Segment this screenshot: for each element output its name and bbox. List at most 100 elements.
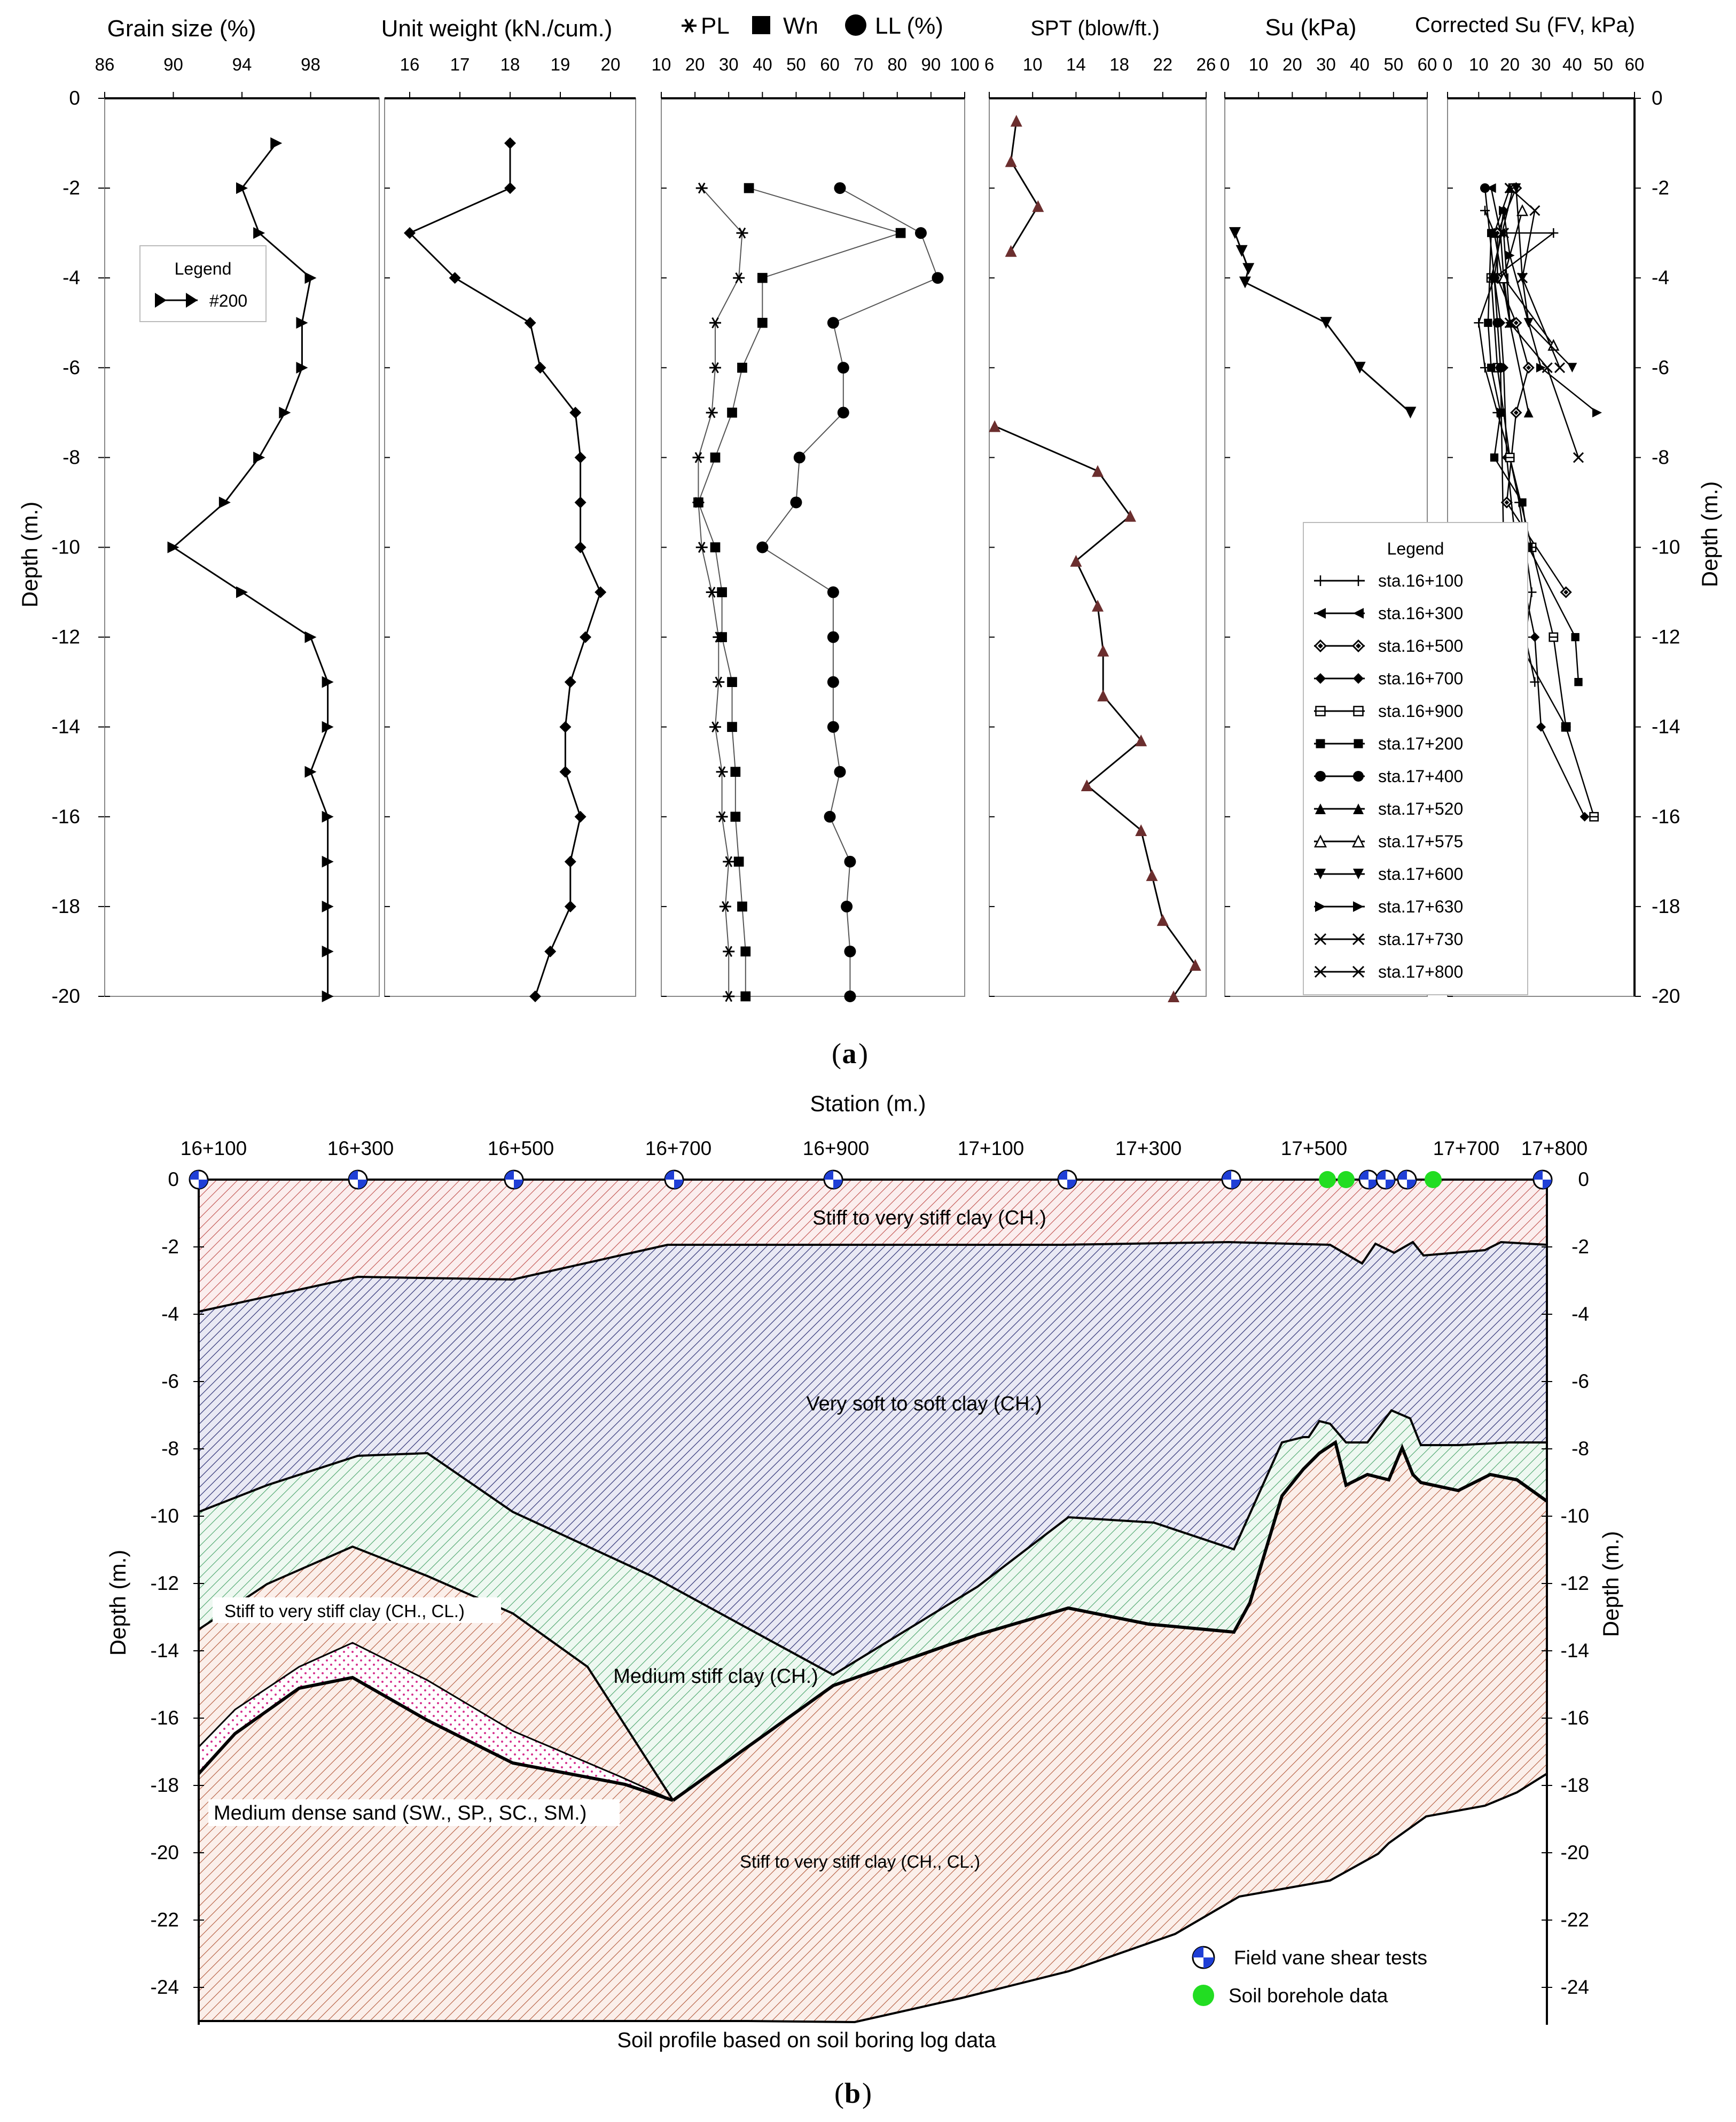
- vane-shear-marker-fill: [1369, 1180, 1378, 1189]
- spt-tick-label: 18: [1109, 54, 1129, 74]
- profile-tick-label: 0: [168, 1168, 179, 1190]
- corrected-su-point: [1530, 632, 1540, 642]
- depth-tick-label: -6: [1652, 356, 1669, 378]
- grain-size-point: [322, 721, 334, 733]
- spt-tick-label: 6: [984, 54, 994, 74]
- atterberg-point: [827, 586, 839, 598]
- layer-label-sand: Medium dense sand (SW., SP., SC., SM.): [214, 1802, 587, 1824]
- grain-size-point: [322, 810, 334, 823]
- spt-tick-label: 22: [1153, 54, 1172, 74]
- spt-series-line: [994, 425, 1197, 997]
- corrected-su-point-shape: [1536, 363, 1546, 373]
- atterberg-point: [733, 272, 745, 284]
- atterberg-point: [737, 901, 747, 912]
- boundary-line: [198, 1642, 674, 1801]
- layer-boundaries: [197, 1241, 1548, 2024]
- corrected-su-point-inner: [1513, 320, 1519, 325]
- atterberg-point-shape: [837, 407, 849, 419]
- corrected-su-point-shape: [1496, 363, 1506, 373]
- profile-tick-label: -2: [1571, 1236, 1589, 1258]
- atterberg-point: [710, 542, 721, 552]
- atterberg-tick-label: 60: [820, 54, 840, 74]
- legend-marker: [1316, 739, 1325, 748]
- station-label: 17+500: [1281, 1137, 1348, 1159]
- vane-shear-marker: [1358, 1169, 1379, 1190]
- su-tick-label: 20: [1283, 54, 1302, 74]
- legend-label: sta.17+400: [1378, 767, 1463, 786]
- su-tick-label: 50: [1383, 54, 1403, 74]
- atterberg-point-shape: [837, 362, 849, 374]
- boundary-line: [672, 1440, 1548, 1802]
- vane-shear-marker-fill: [1067, 1180, 1076, 1189]
- grain-size-point: [253, 451, 265, 464]
- unit-weight-tick-label: 20: [601, 54, 621, 74]
- corrected-su-point-shape: [1489, 273, 1499, 283]
- atterberg-point: [709, 362, 721, 373]
- corrected-su-point-shape: [1490, 453, 1499, 462]
- profile-tick-label: -22: [1561, 1909, 1589, 1931]
- unit-weight-tick-label: 18: [501, 54, 520, 74]
- depth-tick-label: -2: [1652, 177, 1669, 199]
- depth-tick-label: -18: [52, 895, 80, 917]
- profile-caption: Soil profile based on soil boring log da…: [617, 2029, 996, 2052]
- su-point: [1242, 263, 1255, 275]
- corrected-su-point-shape: [1484, 318, 1492, 327]
- legend-marker-shape: [1315, 608, 1326, 619]
- layer-label-bg: [213, 1597, 501, 1623]
- atterberg-title: PL Wn LL (%): [682, 13, 943, 39]
- corrected-su-point: [1504, 317, 1515, 329]
- figure-a: Depth (m.) Depth (m.) 0 -2 -4 -6 -8 -10 -12 -14…: [17, 13, 1722, 1070]
- station-label: 17+100: [958, 1137, 1025, 1159]
- atterberg-tick-label: 20: [685, 54, 705, 74]
- su-tick-label: 10: [1249, 54, 1269, 74]
- spt-title: SPT (blow/ft.): [1030, 17, 1160, 40]
- unit-weight-point: [564, 676, 576, 688]
- atterberg-point: [730, 767, 741, 777]
- legend-marker: [1354, 739, 1363, 748]
- atterberg-point-shape: [733, 856, 744, 867]
- grain-size-legend-marker: [155, 293, 167, 308]
- spt-point-shape: [1124, 510, 1136, 522]
- depth-tick-label: -12: [52, 626, 80, 648]
- spt-point: [1146, 869, 1158, 881]
- atterberg-point-shape: [692, 452, 705, 463]
- boundary-line: [198, 1241, 1547, 1313]
- corrected-su-point: [1496, 363, 1506, 373]
- su-tick-label: 30: [1316, 54, 1336, 74]
- legend-marker: [1352, 965, 1365, 978]
- vane-shear-marker-fill: [1386, 1180, 1395, 1189]
- figure-b-label-open: (: [834, 2077, 844, 2109]
- grain-size-point-shape: [296, 362, 308, 374]
- unit-weight-point-shape: [544, 945, 557, 957]
- legend-marker-shape: [1353, 901, 1364, 912]
- spt-point-shape: [1005, 245, 1017, 257]
- legend-marker: [1351, 639, 1365, 653]
- vane-shear-marker-fill: [1058, 1171, 1067, 1180]
- corrected-su-point: [1522, 362, 1535, 374]
- atterberg-point: [834, 766, 846, 778]
- unit-weight-point: [564, 855, 576, 868]
- su-tick-label: 40: [1350, 54, 1370, 74]
- vane-shear-marker-fill: [1398, 1171, 1407, 1180]
- corrected-su-point-shape: [1498, 228, 1510, 239]
- su-point-shape: [1404, 407, 1417, 419]
- atterberg-panel: 10 20 30 40 50 60 70 80 90 100: [652, 54, 980, 1002]
- su-point: [1235, 245, 1248, 257]
- atterberg-point: [844, 990, 856, 1002]
- atterberg-point-shape: [706, 407, 718, 418]
- depth-tick-label: -10: [1652, 536, 1680, 558]
- layer-label-very-soft: Very soft to soft clay (CH.): [806, 1393, 1042, 1415]
- atterberg-point: [723, 856, 735, 868]
- corrected-su-tick-label: 30: [1531, 54, 1551, 74]
- corrected-su-point: [1499, 206, 1508, 216]
- depth-tick-label: -14: [52, 716, 80, 738]
- grain-size-title: Grain size (%): [107, 15, 256, 42]
- boundary-line: [197, 1675, 674, 1802]
- legend-marker-inner: [1356, 643, 1361, 649]
- depth-axis-title-left: Depth (m.): [17, 502, 42, 607]
- legend-marker-shape: [1353, 869, 1364, 879]
- depth-tick-label: -12: [1652, 626, 1680, 648]
- corrected-su-point: [1492, 318, 1503, 328]
- atterberg-point: [744, 183, 754, 193]
- legend-label: sta.17+630: [1378, 897, 1463, 916]
